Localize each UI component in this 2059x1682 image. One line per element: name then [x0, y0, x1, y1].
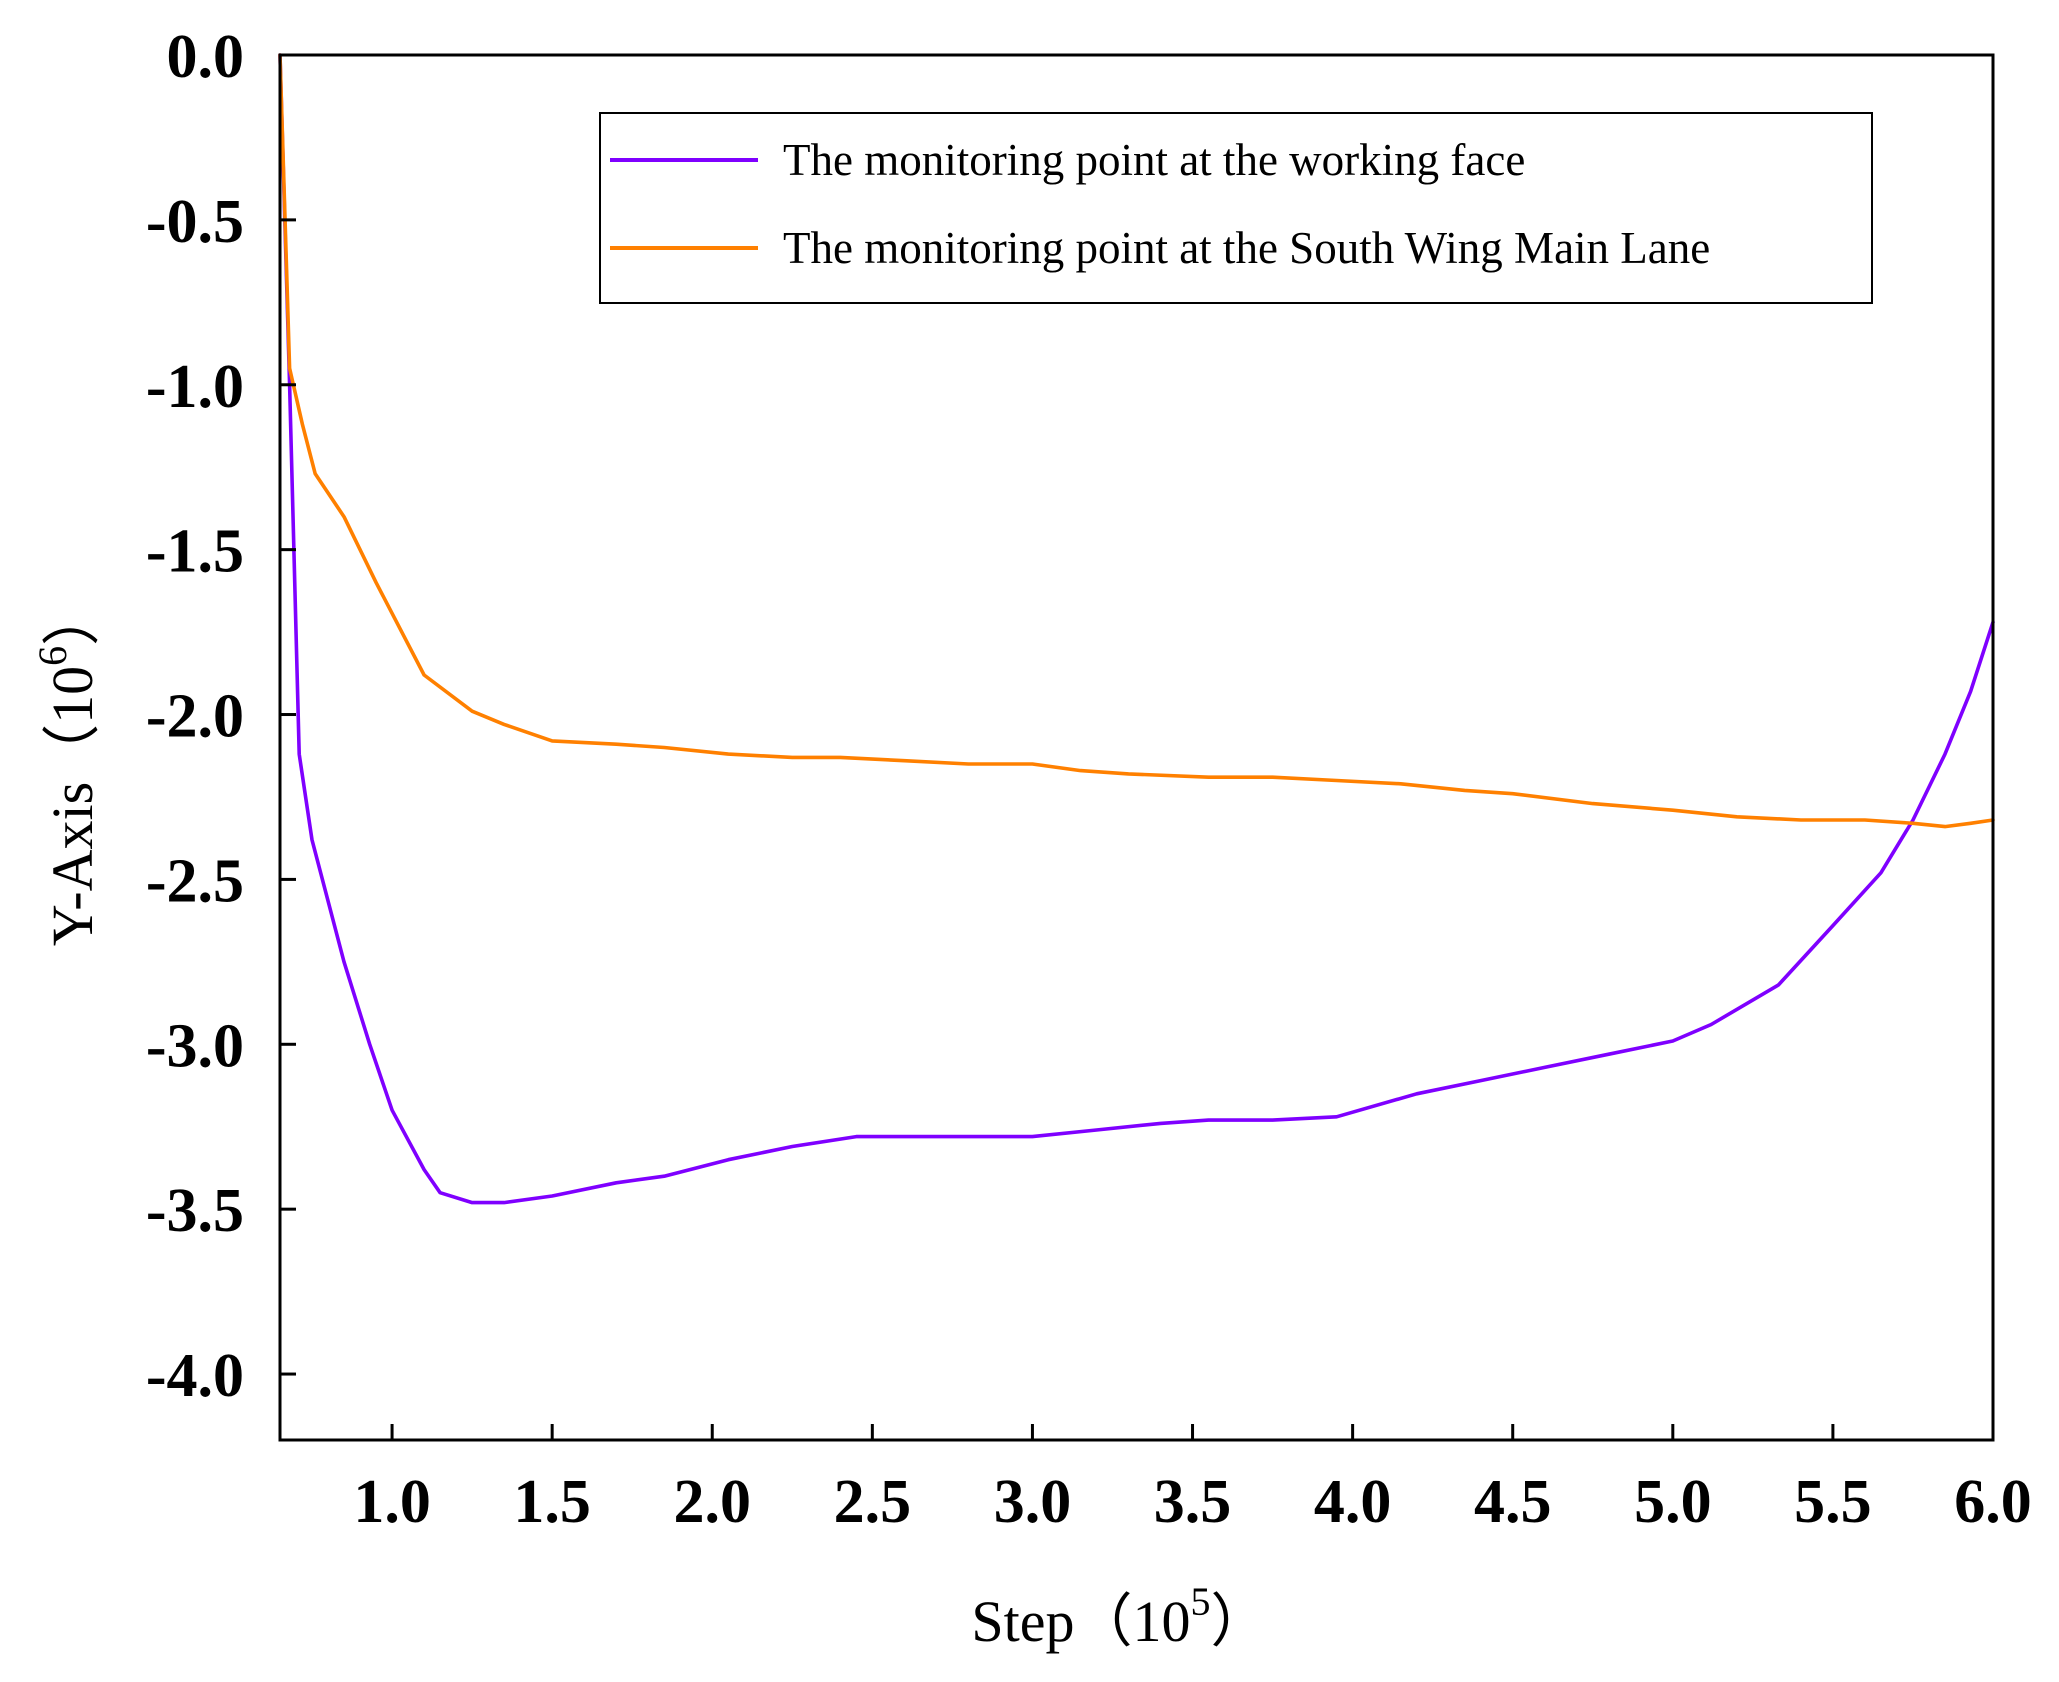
legend-box [599, 112, 1873, 304]
y-axis: 0.0 -0.5 -1.0 -1.5 -2.0 -2.5 -3.0 -3.5 -4.0 [146, 23, 296, 1410]
y-tick-label: -1.0 [146, 353, 244, 421]
series-line-2 [278, 53, 1995, 829]
y-tick-label: -3.0 [146, 1012, 244, 1080]
y-axis-title-text: Y-Axis（10 [40, 666, 105, 946]
y-axis-title: Y-Axis（106） [30, 588, 105, 946]
x-tick-label: 6.0 [1954, 1468, 2032, 1536]
series-layer [278, 53, 1995, 1205]
legend-label-1: The monitoring point at the working face [783, 135, 1525, 185]
x-axis-title-text: Step（10 [971, 1589, 1190, 1654]
x-tick-label: 3.0 [994, 1468, 1072, 1536]
plot-frame [278, 53, 1995, 1442]
y-tick-label: -2.0 [146, 683, 244, 751]
x-axis-title-exponent: 5 [1191, 1579, 1211, 1624]
x-tick-label: 5.0 [1634, 1468, 1712, 1536]
x-tick-label: 1.5 [513, 1468, 591, 1536]
y-tick-label: -0.5 [146, 188, 244, 256]
series-line-1 [278, 53, 1995, 1205]
x-tick-label: 5.5 [1794, 1468, 1872, 1536]
x-tick-label: 3.5 [1154, 1468, 1232, 1536]
y-tick-label: -4.0 [146, 1342, 244, 1410]
x-axis-title-suffix: ） [1211, 1589, 1269, 1654]
x-tick-label: 2.0 [674, 1468, 752, 1536]
y-tick-label: 0.0 [167, 23, 245, 91]
y-axis-title-exponent: 6 [30, 646, 75, 666]
y-tick-label: -3.5 [146, 1177, 244, 1245]
legend-label-2: The monitoring point at the South Wing M… [783, 223, 1710, 273]
x-axis-title: Step（105） [971, 1579, 1268, 1654]
x-tick-label: 1.0 [353, 1468, 431, 1536]
y-tick-label: -2.5 [146, 847, 244, 915]
x-tick-label: 2.5 [834, 1468, 912, 1536]
legend: The monitoring point at the working face… [599, 112, 1873, 304]
x-tick-label: 4.5 [1474, 1468, 1552, 1536]
x-axis: 1.0 1.5 2.0 2.5 3.0 3.5 4.0 4.5 5.0 5.5 6.0 [353, 1424, 2032, 1536]
y-tick-label: -1.5 [146, 518, 244, 586]
x-tick-label: 4.0 [1314, 1468, 1392, 1536]
y-axis-title-suffix: ） [40, 588, 105, 646]
